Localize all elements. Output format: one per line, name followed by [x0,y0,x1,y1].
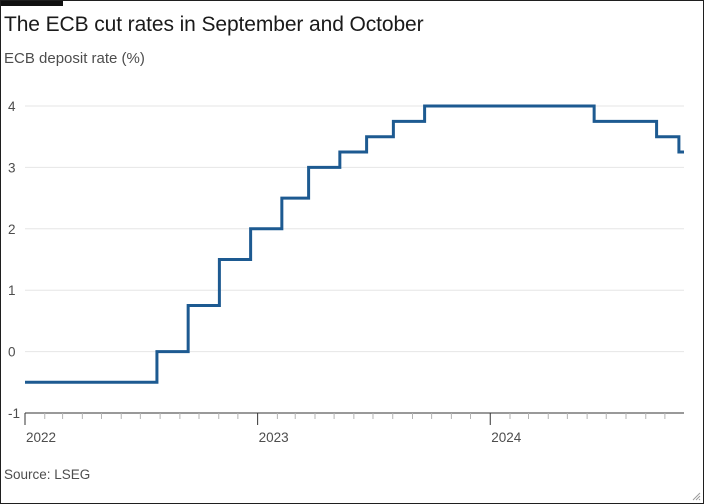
series-line-ecb-deposit-rate [25,104,684,384]
y-tick-label: 2 [8,222,16,237]
chart-subtitle: ECB deposit rate (%) [4,50,145,67]
x-axis-ticks: 2022 2023 2024 [26,430,522,445]
y-tick-label: 3 [8,160,16,175]
y-tick-label: 0 [8,345,16,360]
chart-title: The ECB cut rates in September and Octob… [4,13,424,36]
x-tick-label: 2024 [491,430,522,445]
y-axis-ticks: -1 0 1 2 3 4 [8,99,20,421]
gridlines [25,105,684,353]
x-axis [24,412,684,425]
y-tick-label: 4 [8,99,16,114]
brand-bar [1,1,63,6]
series-layer [25,104,684,384]
x-tick-label: 2022 [26,430,56,445]
x-tick-label: 2023 [259,430,289,445]
y-tick-label: 1 [8,283,16,298]
y-tick-label: -1 [8,406,20,421]
source-note: Source: LSEG [4,467,91,482]
resize-grip-icon [692,492,701,501]
